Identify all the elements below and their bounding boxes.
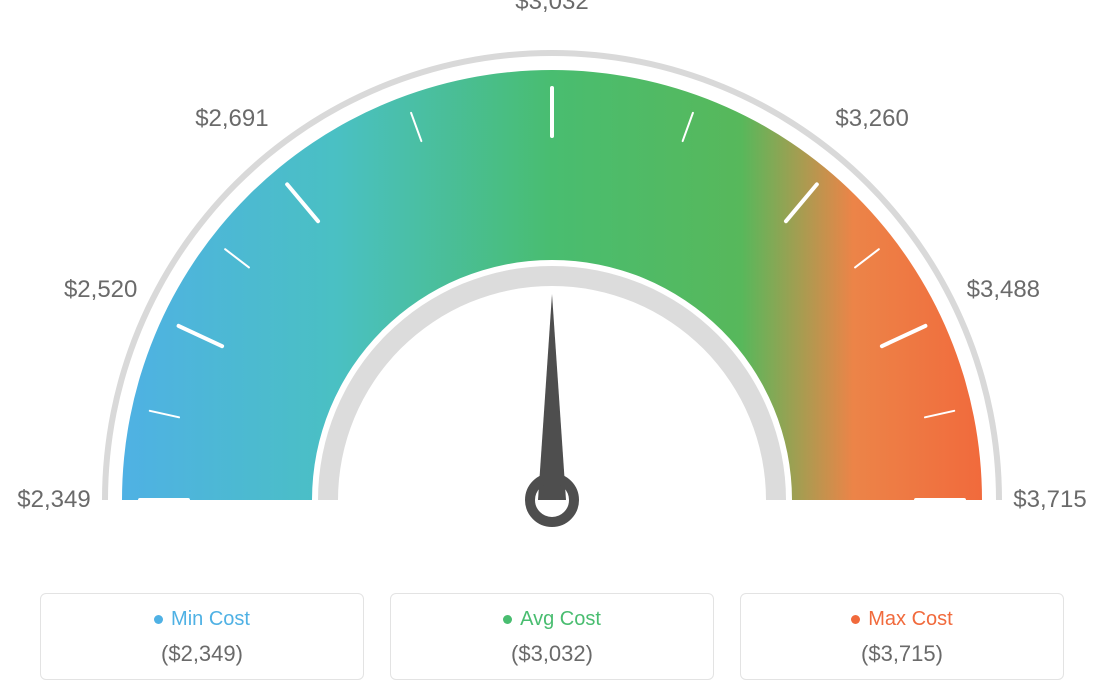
legend-label: Max Cost xyxy=(868,608,952,631)
gauge-area: $2,349 $2,520 $2,691 $3,032 $3,260 $3,488 $3,7… xyxy=(0,0,1104,570)
dot-icon xyxy=(851,615,860,624)
tick-label: $3,032 xyxy=(515,0,588,16)
tick-label: $3,488 xyxy=(967,276,1040,304)
dot-icon xyxy=(503,615,512,624)
legend-label: Min Cost xyxy=(171,608,250,631)
legend-box-avg: Avg Cost ($3,032) xyxy=(390,593,714,680)
legend-box-min: Min Cost ($2,349) xyxy=(40,593,364,680)
tick-label: $2,349 xyxy=(17,486,90,514)
gauge-svg xyxy=(0,0,1104,570)
legend-title-max: Max Cost xyxy=(851,608,952,631)
legend-box-max: Max Cost ($3,715) xyxy=(740,593,1064,680)
tick-label: $2,520 xyxy=(64,276,137,304)
tick-label: $3,260 xyxy=(835,105,908,133)
gauge-chart-container: $2,349 $2,520 $2,691 $3,032 $3,260 $3,488 $3,7… xyxy=(0,0,1104,690)
legend-title-avg: Avg Cost xyxy=(503,608,601,631)
legend-label: Avg Cost xyxy=(520,608,601,631)
legend-value: ($2,349) xyxy=(51,641,353,667)
legend-title-min: Min Cost xyxy=(154,608,250,631)
legend-value: ($3,715) xyxy=(751,641,1053,667)
tick-label: $2,691 xyxy=(195,105,268,133)
legend-row: Min Cost ($2,349) Avg Cost ($3,032) Max … xyxy=(0,593,1104,680)
legend-value: ($3,032) xyxy=(401,641,703,667)
tick-label: $3,715 xyxy=(1013,486,1086,514)
dot-icon xyxy=(154,615,163,624)
